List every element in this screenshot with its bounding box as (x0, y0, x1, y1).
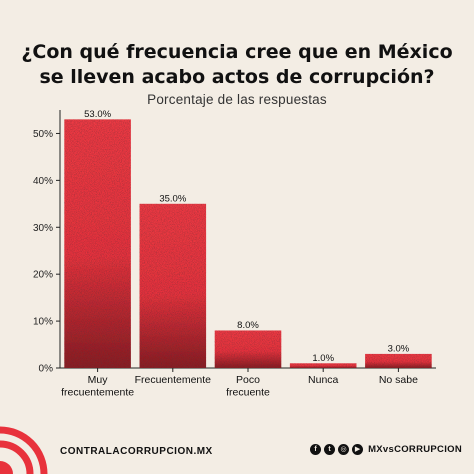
chart-title-line-2: se lleven acabo actos de corrupción? (39, 66, 435, 88)
footer-social: f t ◎ ▶ MXvsCORRUPCION (310, 444, 462, 455)
twitter-icon[interactable]: t (324, 444, 336, 455)
bars-group (64, 119, 432, 368)
y-tick-label: 30% (33, 223, 53, 234)
y-tick-label: 0% (39, 364, 54, 375)
x-tick-label: frecuente (226, 387, 270, 399)
x-tick-label: No sabe (379, 374, 418, 386)
bar-value-label: 53.0% (84, 109, 111, 120)
y-tick-label: 40% (33, 176, 53, 187)
bar (365, 353, 432, 368)
y-tick-label: 20% (33, 270, 53, 281)
bar (289, 363, 357, 368)
youtube-icon[interactable]: ▶ (352, 444, 364, 455)
chart-title: ¿Con qué frecuencia cree que en México s… (0, 40, 474, 90)
x-tick-label: Nunca (308, 374, 339, 386)
bar-value-label: 8.0% (237, 320, 259, 331)
x-tick-label: Muy (88, 374, 109, 386)
chart-title-line-1: ¿Con qué frecuencia cree que en México (21, 41, 453, 63)
bar (139, 203, 207, 368)
brand-logo (0, 426, 48, 474)
facebook-icon[interactable]: f (310, 444, 322, 455)
y-tick-label: 10% (33, 317, 53, 328)
bar-value-label: 3.0% (388, 343, 410, 354)
bar (214, 330, 282, 368)
instagram-icon[interactable]: ◎ (338, 444, 350, 455)
x-tick-label: Poco (236, 374, 260, 386)
social-handle[interactable]: MXvsCORRUPCION (368, 444, 462, 455)
y-tick-label: 50% (33, 129, 53, 140)
footer-brand[interactable]: CONTRALACORRUPCION.MX (60, 446, 213, 457)
bar-value-label: 35.0% (159, 193, 186, 204)
bar (64, 119, 131, 368)
x-tick-label: frecuentemente (61, 387, 134, 399)
bar-value-label: 1.0% (312, 353, 334, 364)
x-tick-label: Frecuentemente (135, 374, 212, 386)
chart-subtitle: Porcentaje de las respuestas (147, 92, 327, 107)
